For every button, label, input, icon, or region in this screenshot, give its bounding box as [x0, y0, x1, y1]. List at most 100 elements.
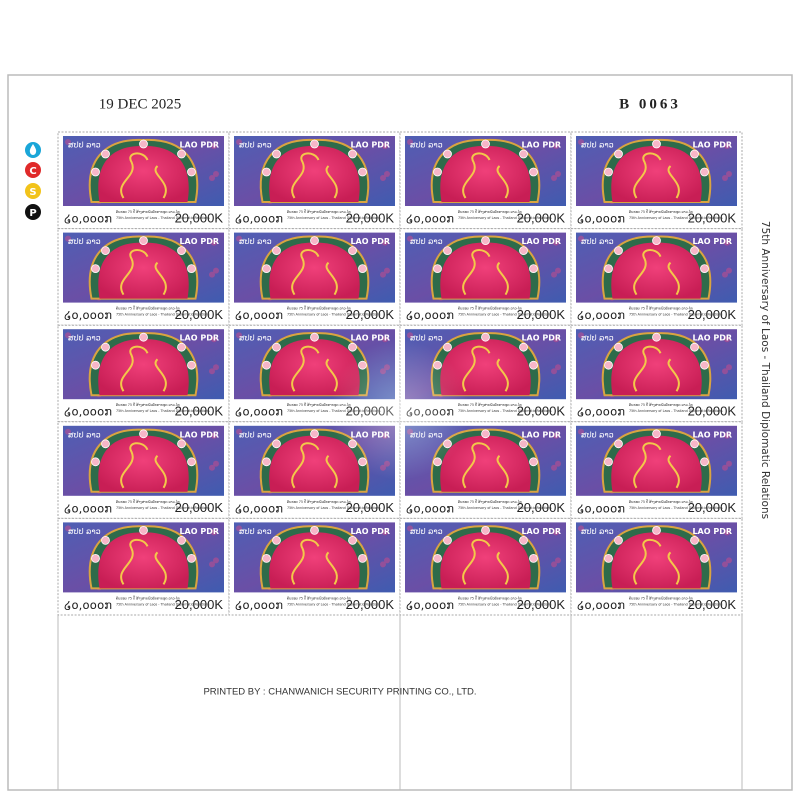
texture-dot: [211, 529, 217, 536]
texture-dot: [211, 239, 217, 246]
texture-dot: [65, 525, 71, 532]
texture-dot: [236, 235, 242, 242]
texture-dot: [211, 336, 217, 343]
flower: [481, 236, 490, 246]
flower: [614, 439, 623, 449]
texture-dot: [551, 368, 557, 375]
flower: [272, 439, 281, 449]
caption-lao: ຄົບຮອບ 75 ປີ ສ້າງສາຍພົວພັນການທູດ ລາວ-ໄທ: [629, 209, 693, 214]
texture-dot: [407, 235, 413, 242]
value: 20,000K: [688, 307, 737, 322]
caption: 75th Anniversary of Laos - Thailand Dipl…: [629, 409, 723, 413]
caption-lao: ຄົບຮອບ 75 ປີ ສ້າງສາຍພົວພັນການທູດ ລາວ-ໄທ: [458, 305, 522, 310]
country: LAO PDR: [521, 334, 561, 343]
naga-figure: [462, 152, 509, 199]
stamp: ສປປ ລາວ LAO PDR ໒໐,໐໐໐ກ ຄົບຮອບ 75 ປີ ສ້າງສາ…: [399, 517, 572, 616]
caption-lao: ຄົບຮອບ 75 ປີ ສ້າງສາຍພົວພັນການທູດ ລາວ-ໄທ: [629, 498, 693, 503]
flower: [272, 536, 281, 545]
flower: [187, 167, 196, 177]
value-lao: ໒໐,໐໐໐ກ: [577, 308, 625, 322]
flower: [177, 342, 186, 352]
caption: 75th Anniversary of Laos - Thailand Dipl…: [629, 602, 723, 606]
flower: [139, 236, 148, 246]
stamp: ສປປ ລາວ LAO PDR ໒໐,໐໐໐ກ ຄົບຮອບ 75 ປີ ສ້າງສາ…: [570, 228, 743, 326]
caption: 75th Anniversary of Laos - Thailand Dipl…: [116, 602, 210, 606]
texture-dot: [722, 175, 728, 181]
flower: [604, 264, 613, 274]
value-lao: ໒໐,໐໐໐ກ: [64, 212, 112, 226]
texture-dot: [213, 267, 219, 274]
texture-dot: [65, 235, 71, 242]
flower: [652, 429, 661, 439]
flower: [139, 429, 148, 439]
country-lao: ສປປ ລາວ: [410, 527, 443, 536]
flower: [310, 236, 319, 246]
caption-lao: ຄົບຮອບ 75 ປີ ສ້າງສາຍພົວພັນການທູດ ລາວ-ໄທ: [116, 305, 180, 310]
texture-dot: [380, 175, 386, 181]
flower: [348, 246, 357, 256]
color-mark-letter: C: [29, 166, 36, 177]
texture-dot: [722, 561, 728, 568]
texture-dot: [726, 460, 732, 467]
caption: 75th Anniversary of Laos - Thailand Dipl…: [458, 506, 552, 510]
caption: 75th Anniversary of Laos - Thailand Dipl…: [458, 602, 552, 606]
country-lao: ສປປ ລາວ: [239, 237, 272, 246]
texture-dot: [722, 464, 728, 471]
value: 20,000K: [175, 404, 224, 419]
texture-dot: [578, 525, 584, 532]
texture-dot: [407, 139, 413, 145]
value: 20,000K: [346, 500, 395, 515]
flower: [101, 246, 110, 256]
flower: [177, 439, 186, 449]
drop-icon: [29, 144, 37, 155]
value: 20,000K: [688, 500, 737, 515]
texture-dot: [384, 557, 390, 564]
value-lao: ໒໐,໐໐໐ກ: [235, 212, 283, 226]
texture-dot: [213, 557, 219, 564]
flower: [529, 264, 538, 274]
country-lao: ສປປ ລາວ: [581, 237, 614, 246]
texture-dot: [65, 139, 71, 145]
flower: [310, 332, 319, 342]
color-mark: [25, 162, 41, 178]
texture-dot: [213, 171, 219, 177]
flower: [91, 554, 100, 563]
caption: 75th Anniversary of Laos - Thailand Dipl…: [116, 506, 210, 510]
texture-dot: [213, 460, 219, 467]
caption-lao: ຄົບຮອບ 75 ປີ ສ້າງສາຍພົວພັນການທູດ ລາວ-ໄທ: [629, 595, 693, 600]
flower: [481, 139, 490, 149]
value-lao: ໒໐,໐໐໐ກ: [406, 501, 454, 515]
naga-figure: [633, 345, 680, 392]
country-lao: ສປປ ລາວ: [239, 334, 272, 343]
flower: [187, 360, 196, 370]
flower: [700, 360, 709, 370]
caption-lao: ຄົບຮອບ 75 ປີ ສ້າງສາຍພົວພັນການທູດ ລາວ-ໄທ: [458, 209, 522, 214]
flower: [604, 360, 613, 370]
country: LAO PDR: [179, 334, 219, 343]
value: 20,000K: [688, 404, 737, 419]
caption-lao: ຄົບຮອບ 75 ປີ ສ້າງສາຍພົວພັນການທູດ ລາວ-ໄທ: [287, 209, 351, 214]
texture-dot: [724, 336, 730, 343]
flower: [519, 439, 528, 449]
stamp: ສປປ ລາວ LAO PDR ໒໐,໐໐໐ກ ຄົບຮອບ 75 ປີ ສ້າງສາ…: [57, 228, 230, 326]
texture-dot: [407, 525, 413, 532]
country: LAO PDR: [521, 141, 561, 150]
flower: [614, 536, 623, 545]
country-lao: ສປປ ລາວ: [239, 430, 272, 439]
texture-dot: [236, 139, 242, 145]
caption-lao: ຄົບຮອບ 75 ປີ ສ້າງສາຍພົວພັນການທູດ ລາວ-ໄທ: [458, 402, 522, 407]
country: LAO PDR: [521, 527, 561, 536]
flower: [604, 554, 613, 563]
texture-dot: [380, 271, 386, 278]
flower: [272, 246, 281, 256]
caption-lao: ຄົບຮອບ 75 ປີ ສ້າງສາຍພົວພັນການທູດ ລາວ-ໄທ: [287, 498, 351, 503]
country-lao: ສປປ ລາວ: [68, 527, 101, 536]
flower: [519, 246, 528, 256]
texture-dot: [407, 332, 413, 339]
naga-figure: [291, 442, 338, 489]
flower: [433, 167, 442, 177]
caption: 75th Anniversary of Laos - Thailand Dipl…: [116, 313, 210, 317]
flower: [443, 536, 452, 545]
country: LAO PDR: [179, 237, 219, 246]
flower: [604, 457, 613, 467]
